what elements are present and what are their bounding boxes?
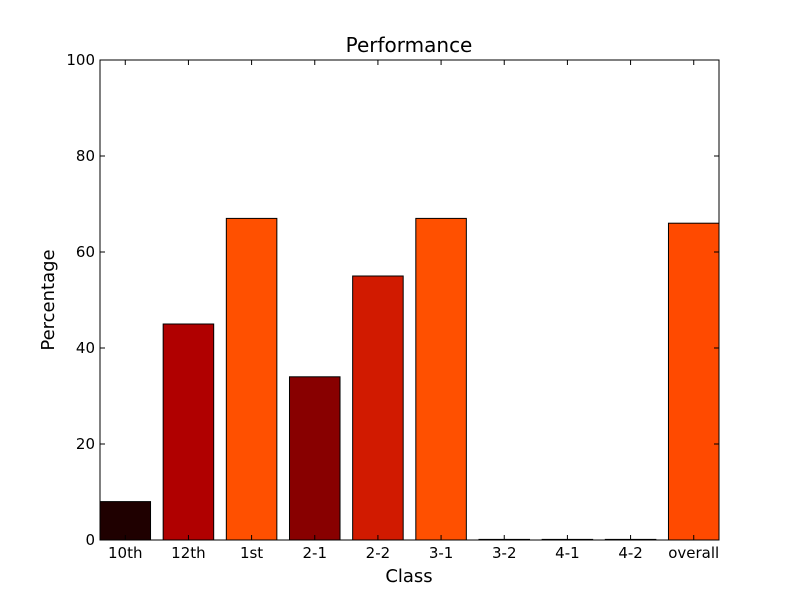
x-tick-label: 2-1: [303, 544, 328, 562]
y-tick-label: 60: [76, 243, 95, 261]
x-tick-label: 12th: [171, 544, 205, 562]
x-tick-label: 4-2: [618, 544, 643, 562]
x-tick-label: 10th: [108, 544, 142, 562]
x-tick-label: overall: [668, 544, 719, 562]
x-axis-label: Class: [385, 566, 432, 587]
bar-12th: [162, 323, 215, 541]
x-tick-label: 1st: [240, 544, 263, 562]
bar-2-1: [288, 376, 341, 541]
y-tick-label: 20: [76, 435, 95, 453]
bar-10th: [99, 501, 152, 541]
y-tick-label: 100: [66, 51, 95, 69]
plot-frame: [99, 59, 720, 541]
x-tick-label: 2-2: [366, 544, 391, 562]
bar-overall: [667, 222, 720, 541]
chart-title: Performance: [346, 33, 473, 57]
bars-layer: [99, 217, 720, 541]
y-tick-label: 80: [76, 147, 95, 165]
bar-1st: [225, 217, 278, 541]
y-tick-label: 0: [85, 531, 95, 549]
ticks-layer: 10th 12th 1st 2-1 2-2 3-1 3-2 4-1 4-2 overall 0 20 4…: [66, 51, 719, 562]
bar-2-2: [352, 275, 404, 541]
y-tick-label: 40: [76, 339, 95, 357]
y-axis-label: Percentage: [38, 249, 59, 350]
bar-3-1: [415, 217, 467, 541]
x-tick-label: 3-1: [429, 544, 454, 562]
x-tick-label: 3-2: [492, 544, 517, 562]
x-tick-label: 4-1: [555, 544, 580, 562]
